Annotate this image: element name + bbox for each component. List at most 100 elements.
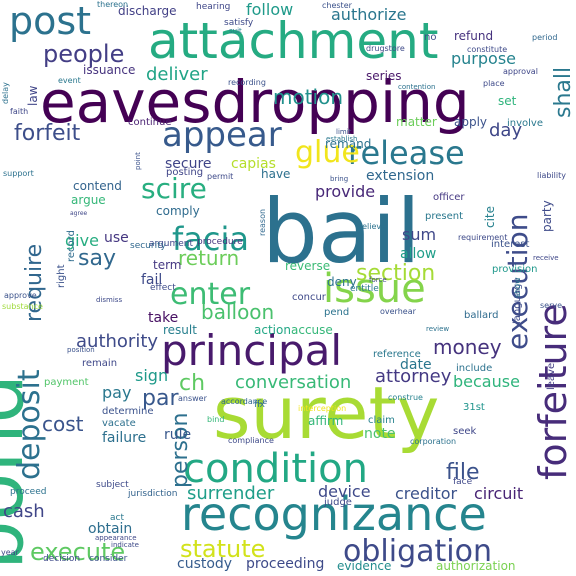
cloud-word-drugstore: drugstore xyxy=(366,44,405,53)
cloud-word-principal: principal xyxy=(161,326,342,375)
cloud-word-right: right xyxy=(56,264,67,288)
cloud-word-term: term xyxy=(153,258,182,272)
cloud-word-bring: bring xyxy=(330,175,348,183)
cloud-word-custody: custody xyxy=(177,556,232,572)
cloud-word-law: law xyxy=(26,85,40,106)
cloud-word-follow: follow xyxy=(246,0,293,19)
cloud-word-overhear: overhear xyxy=(380,307,417,316)
cloud-word-rule: rule xyxy=(164,427,191,443)
cloud-word-refund: refund xyxy=(454,29,493,43)
cloud-word-appearance: appearance xyxy=(95,534,137,542)
cloud-word-extension: extension xyxy=(366,168,434,184)
cloud-word-permit: permit xyxy=(207,172,233,181)
cloud-word-review: review xyxy=(426,325,449,333)
cloud-word-hearing: hearing xyxy=(196,2,230,12)
cloud-word-recording: recording xyxy=(228,78,266,87)
cloud-word-suit: suit xyxy=(229,27,242,35)
cloud-word-compliance: compliance xyxy=(228,436,274,445)
cloud-word-deposit: deposit xyxy=(12,369,47,480)
cloud-word-conversation: conversation xyxy=(235,372,351,393)
cloud-word-execute: execute xyxy=(30,538,125,566)
cloud-word-statute: statute xyxy=(180,535,265,563)
cloud-word-say: say xyxy=(78,246,116,271)
cloud-word-approval: approval xyxy=(503,67,538,76)
cloud-word-date: date xyxy=(400,357,432,373)
cloud-word-provide: provide xyxy=(315,182,375,201)
cloud-word-remand: remand xyxy=(325,137,371,151)
cloud-word-balloon: balloon xyxy=(201,300,274,324)
cloud-word-interest: interest xyxy=(491,239,529,250)
cloud-word-act: act xyxy=(110,513,124,523)
cloud-word-judge: judge xyxy=(323,497,352,508)
cloud-word-requirement: requirement xyxy=(458,233,507,242)
cloud-word-force: force xyxy=(369,276,387,284)
cloud-word-allow: allow xyxy=(400,246,436,262)
cloud-word-party: party xyxy=(540,200,554,232)
cloud-word-condition: condition xyxy=(183,446,368,492)
cloud-word-obligation: obligation xyxy=(343,534,492,569)
cloud-word-chester: chester xyxy=(322,1,353,10)
cloud-word-ch: ch xyxy=(179,371,205,396)
cloud-word-issuance: issuance xyxy=(83,63,135,77)
cloud-word-action: action xyxy=(254,323,291,337)
cloud-word-serve: serve xyxy=(540,301,562,310)
cloud-word-approve: approve xyxy=(4,291,37,300)
cloud-word-bond: bond xyxy=(0,374,41,570)
cloud-word-posting: posting xyxy=(166,167,203,178)
cloud-word-constitute: constitute xyxy=(467,45,507,54)
cloud-word-set: set xyxy=(498,94,517,108)
cloud-word-subject: subject xyxy=(96,480,129,490)
cloud-word-contend: contend xyxy=(73,179,122,193)
cloud-word-cite: cite xyxy=(483,206,497,228)
cloud-word-continue: continue xyxy=(128,117,171,128)
cloud-word-pend: pend xyxy=(324,307,349,318)
cloud-word-cost: cost xyxy=(42,412,84,436)
cloud-word-effect: effect xyxy=(150,283,176,293)
cloud-word-cash: cash xyxy=(3,501,45,522)
cloud-word-event: event xyxy=(58,76,81,85)
cloud-word-deny: deny xyxy=(327,275,357,289)
cloud-word-release: release xyxy=(348,134,465,172)
cloud-word-indicate: indicate xyxy=(111,541,139,549)
cloud-word-take: take xyxy=(148,310,178,326)
cloud-word-discharge: discharge xyxy=(118,4,176,18)
cloud-word-agree: agree xyxy=(70,210,88,217)
cloud-word-period: period xyxy=(532,33,557,42)
cloud-word-apply: apply xyxy=(454,115,487,129)
cloud-word-use: use xyxy=(104,230,129,246)
cloud-word-language: language xyxy=(512,277,523,324)
cloud-word-note: note xyxy=(364,426,396,442)
cloud-word-execution: execution xyxy=(501,214,534,350)
cloud-word-reason: reason xyxy=(258,209,267,236)
cloud-word-officer: officer xyxy=(433,192,465,203)
cloud-word-decision: decision xyxy=(43,554,80,564)
cloud-word-fail: fail xyxy=(141,272,162,288)
cloud-word-glue: glue xyxy=(295,135,360,170)
cloud-word-contention: contention xyxy=(398,83,435,91)
cloud-word-comply: comply xyxy=(156,204,200,218)
cloud-word-proceeding: proceeding xyxy=(246,556,324,572)
cloud-word-matter: matter xyxy=(396,115,437,129)
cloud-word-limit: limit xyxy=(336,128,352,136)
cloud-word-authorize: authorize xyxy=(331,5,406,24)
cloud-word-return: return xyxy=(178,246,239,270)
cloud-word-accordance: accordance xyxy=(221,397,267,406)
cloud-word-seek: seek xyxy=(453,426,477,437)
cloud-word-sign: sign xyxy=(135,366,168,385)
cloud-word-bind: bind xyxy=(207,415,224,424)
cloud-word-proceed: proceed xyxy=(10,487,46,497)
cloud-word-sum: sum xyxy=(402,225,436,244)
cloud-word-have: have xyxy=(261,167,290,181)
cloud-word-entitle: entitle xyxy=(350,284,379,294)
cloud-word-file: file xyxy=(446,460,480,485)
cloud-word-position: position xyxy=(67,346,95,354)
cloud-word-fix: fix xyxy=(254,400,266,410)
cloud-word-answer: answer xyxy=(178,394,208,403)
cloud-word-faith: faith xyxy=(10,107,28,116)
cloud-word-secure: secure xyxy=(165,156,212,172)
cloud-word-shall: shall xyxy=(551,67,576,118)
cloud-word-construe: construe xyxy=(388,393,423,402)
cloud-word-eavesdropping: eavesdropping xyxy=(40,68,470,136)
